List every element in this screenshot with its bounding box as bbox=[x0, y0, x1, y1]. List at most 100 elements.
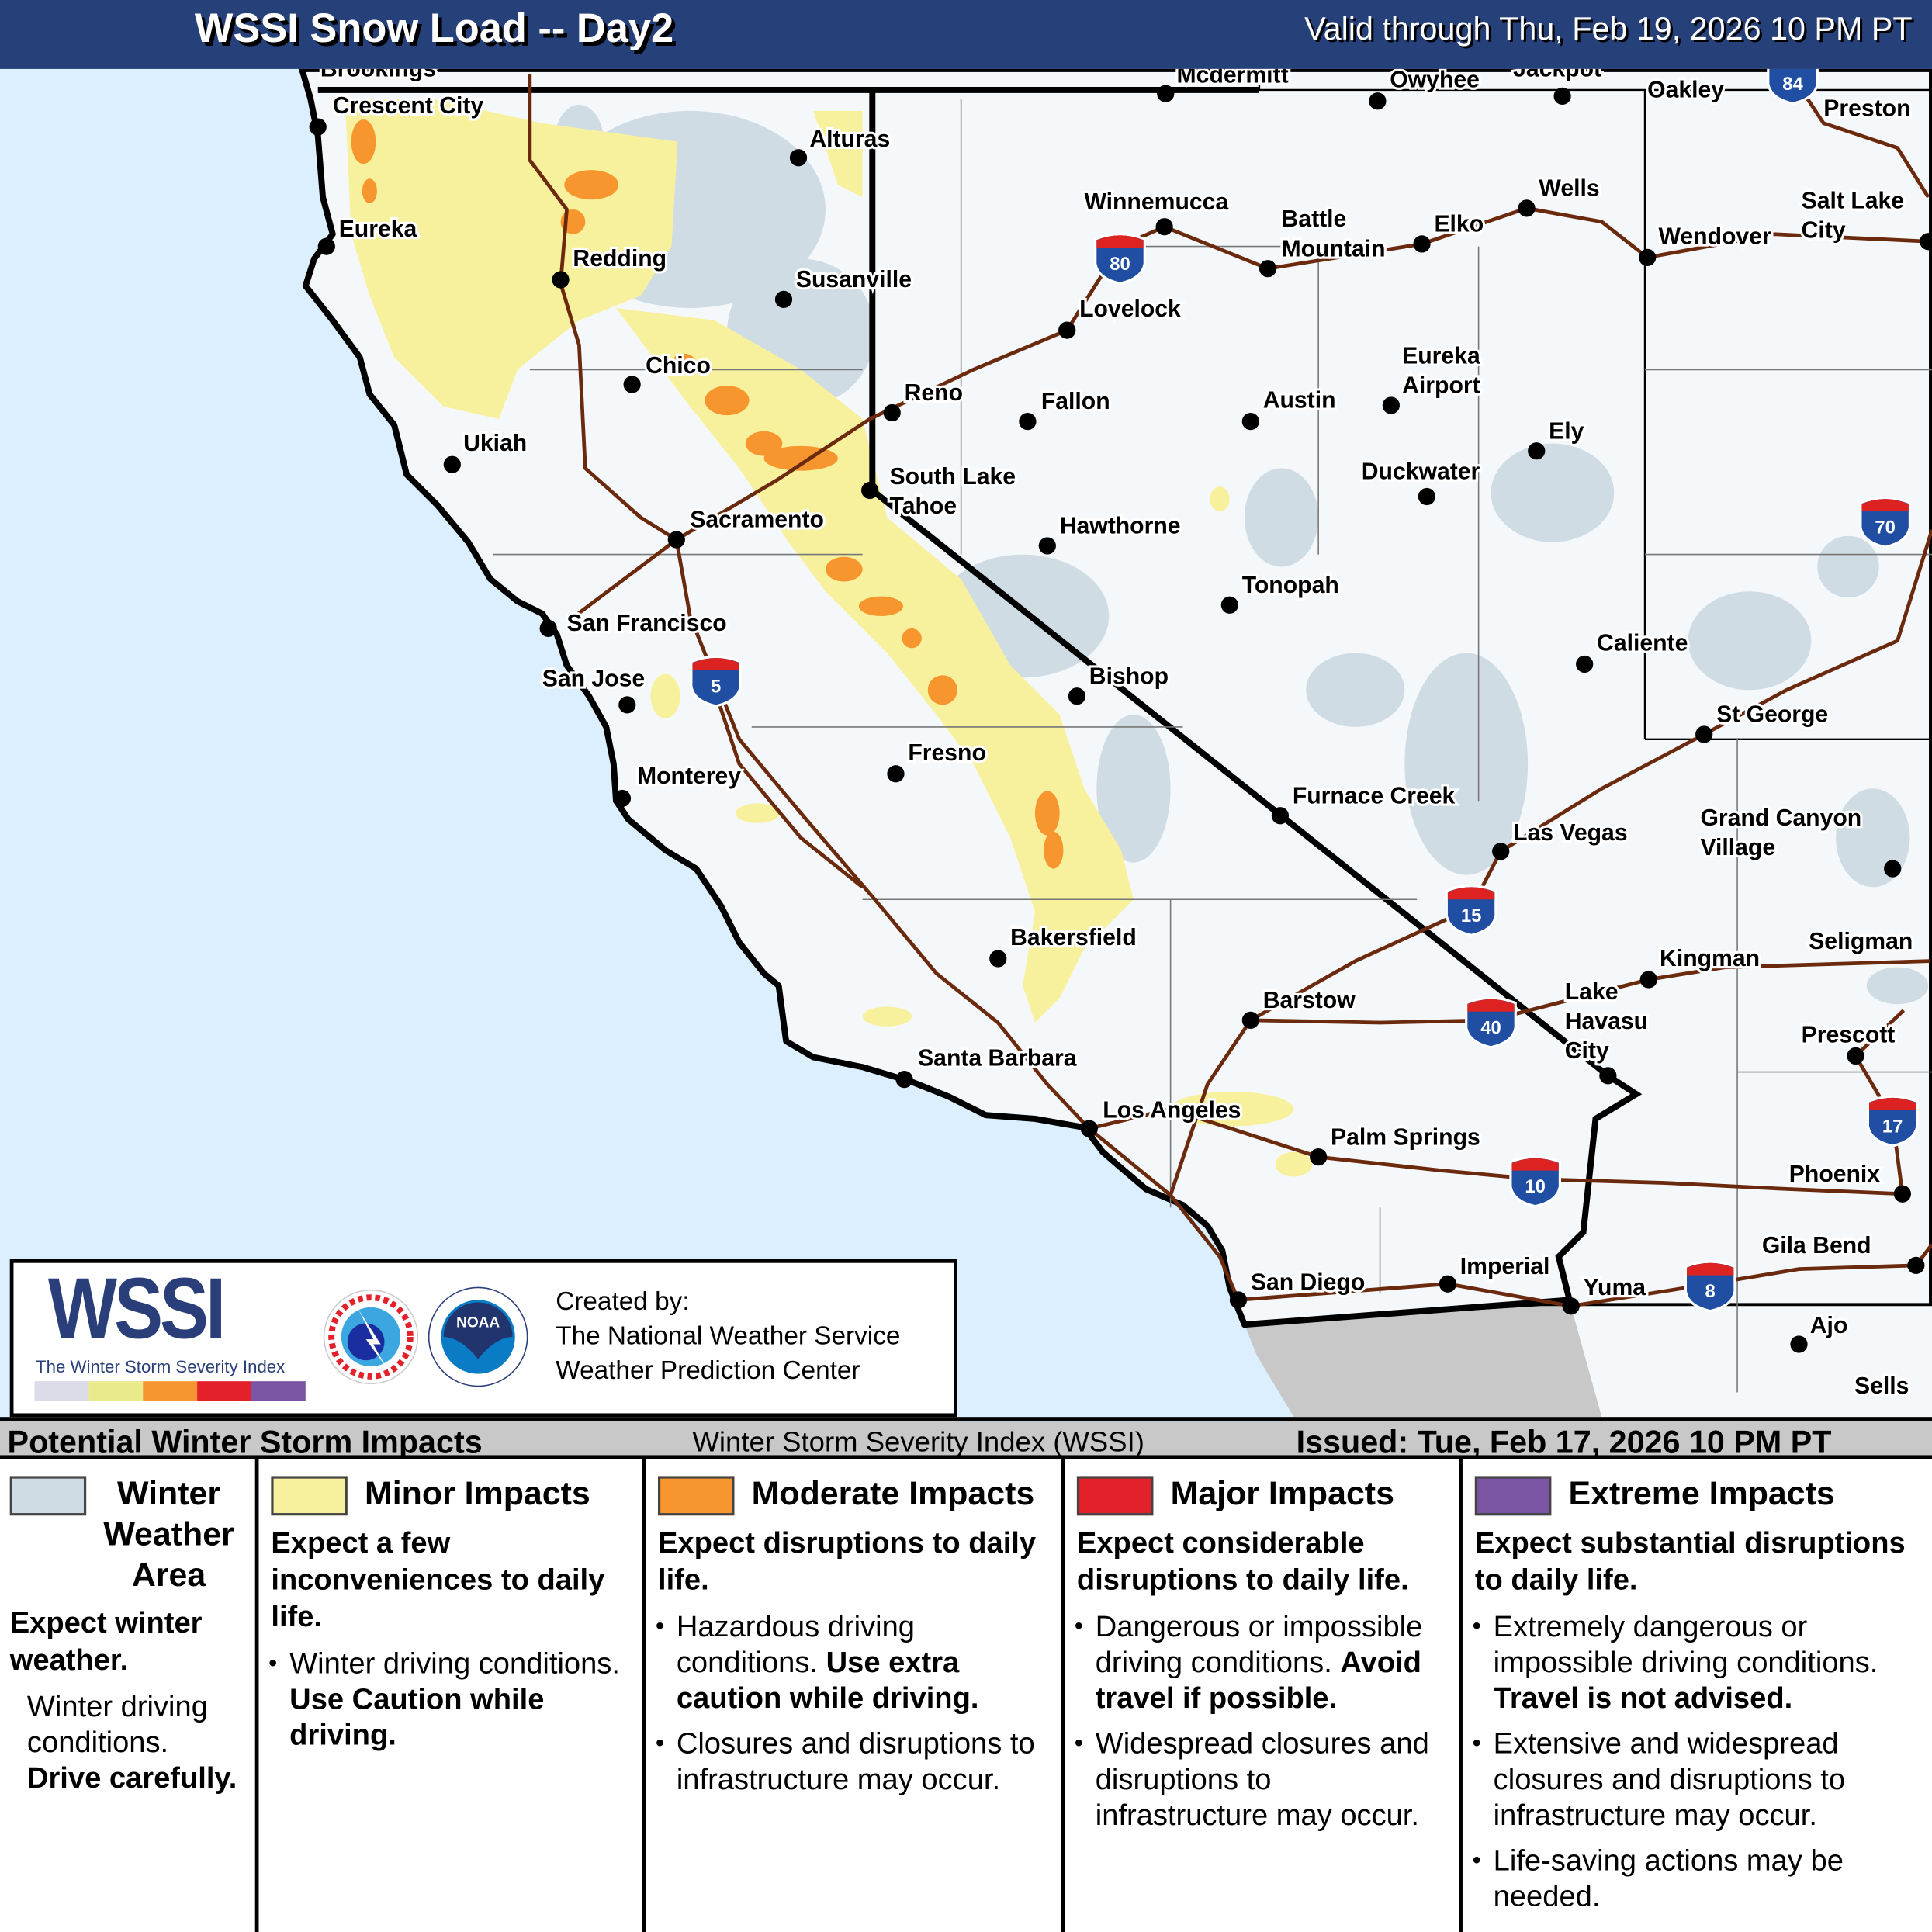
city-dot bbox=[887, 765, 905, 783]
city-dot bbox=[861, 481, 879, 500]
city-label: Ely bbox=[1549, 418, 1584, 444]
city-dot bbox=[883, 403, 901, 422]
city-dot bbox=[1528, 442, 1546, 460]
legend-title: Potential Winter Storm Impacts bbox=[7, 1423, 483, 1460]
city-label: Oakley bbox=[1647, 77, 1724, 102]
created-by-label: Created by: bbox=[556, 1287, 690, 1316]
category-desc: Expect a few inconveniences to daily lif… bbox=[271, 1526, 605, 1634]
city-dot bbox=[1492, 843, 1510, 860]
city-label: Hawthorne bbox=[1060, 514, 1181, 539]
city-label: Lake bbox=[1565, 979, 1619, 1005]
city-dot bbox=[1155, 218, 1173, 236]
city-dot bbox=[1068, 687, 1086, 705]
city-dot bbox=[1058, 321, 1076, 339]
swatch-major bbox=[1076, 1476, 1154, 1516]
city-label: Owyhee bbox=[1390, 69, 1480, 93]
category-head: Major Impacts bbox=[1076, 1473, 1452, 1516]
bullet-text: Winter driving conditions. bbox=[289, 1647, 620, 1681]
city-markers: Brookings Crescent City Eureka Redding Altur… bbox=[309, 69, 1932, 1401]
bullet-bold: Avoid travel if possible. bbox=[1095, 1646, 1421, 1716]
city-label: San Francisco bbox=[566, 611, 726, 636]
org-nws: The National Weather Service bbox=[556, 1321, 901, 1351]
city-label: Crescent City bbox=[333, 93, 484, 119]
city-dot bbox=[1220, 596, 1238, 614]
swatch-moderate bbox=[657, 1476, 735, 1516]
bullet-bold: Travel is not advised. bbox=[1493, 1681, 1793, 1716]
city-label: Lovelock bbox=[1079, 296, 1181, 322]
category-bullet: Closures and disruptions to infrastructu… bbox=[656, 1726, 1054, 1798]
city-label: Eureka bbox=[339, 216, 417, 242]
swatch-extreme bbox=[1474, 1476, 1552, 1516]
city-label: Sacramento bbox=[690, 507, 824, 533]
city-label: Salt Lake bbox=[1802, 188, 1904, 213]
city-dot bbox=[623, 376, 641, 393]
city-dot bbox=[317, 237, 335, 255]
city-label: Ajo bbox=[1810, 1313, 1848, 1338]
city-dot bbox=[309, 118, 327, 136]
city-label: Alturas bbox=[809, 126, 890, 152]
city-dot bbox=[1259, 260, 1277, 278]
interstate-number: 80 bbox=[1110, 254, 1130, 275]
credits-box: WSSI The Winter Storm Severity Index NOA… bbox=[9, 1259, 957, 1418]
city-dot bbox=[989, 950, 1007, 968]
city-label: Village bbox=[1700, 835, 1775, 860]
map-title: WSSI Snow Load -- Day2 bbox=[194, 5, 674, 51]
category-head: Moderate Impacts bbox=[657, 1473, 1054, 1516]
category-bullet: Extensive and widespread closures and di… bbox=[1473, 1726, 1925, 1833]
city-label: City bbox=[1565, 1038, 1609, 1064]
interstate-shield-70: 70 bbox=[1859, 497, 1912, 549]
category-desc: Expect winter weather. bbox=[9, 1606, 203, 1678]
swatch-minor bbox=[271, 1476, 348, 1516]
city-dot bbox=[1907, 1256, 1925, 1275]
arizona-mexico-area bbox=[1570, 1306, 1932, 1418]
city-label: Austin bbox=[1263, 388, 1336, 414]
bullet-bold: Use extra caution while driving. bbox=[676, 1646, 979, 1716]
interstate-number: 5 bbox=[711, 676, 721, 697]
city-label: City bbox=[1802, 217, 1846, 243]
legend-minor: Minor Impacts Expect a few inconvenience… bbox=[254, 1459, 642, 1932]
city-label: Battle bbox=[1282, 206, 1347, 232]
city-dot bbox=[1639, 971, 1657, 989]
bullet-text: Winter driving conditions. bbox=[26, 1690, 208, 1760]
city-dot bbox=[613, 789, 632, 808]
city-label: Winnemucca bbox=[1084, 189, 1228, 215]
category-bullet: Winter driving conditions. Drive careful… bbox=[27, 1689, 248, 1796]
interstate-shield-40: 40 bbox=[1465, 996, 1517, 1049]
category-name: Moderate Impacts bbox=[751, 1474, 1035, 1512]
interstate-shield-84: 84 bbox=[1767, 68, 1819, 106]
city-dot bbox=[1639, 248, 1657, 267]
moderate-impact-areas bbox=[351, 119, 1064, 869]
city-label: Furnace Creek bbox=[1293, 783, 1456, 808]
city-label: Ukiah bbox=[463, 431, 527, 456]
header-bar: WSSI Snow Load -- Day2 Valid through Thu… bbox=[0, 0, 1932, 69]
created-by: Created by: The National Weather Service… bbox=[556, 1285, 900, 1388]
city-dot bbox=[1695, 725, 1713, 743]
category-bullet: Hazardous driving conditions. Use extra … bbox=[656, 1609, 1054, 1716]
city-label: Wendover bbox=[1658, 223, 1771, 249]
city-label: Chico bbox=[646, 353, 711, 379]
legend-major: Major Impacts Expect considerable disrup… bbox=[1061, 1459, 1459, 1932]
city-dot bbox=[1382, 396, 1400, 414]
interstate-number: 17 bbox=[1882, 1116, 1903, 1137]
city-dot bbox=[1369, 92, 1387, 110]
city-label: Duckwater bbox=[1362, 459, 1480, 485]
city-label: Elko bbox=[1434, 212, 1484, 237]
city-dot bbox=[539, 619, 557, 638]
city-label: Palm Springs bbox=[1331, 1124, 1480, 1150]
city-label: Fallon bbox=[1041, 389, 1110, 414]
city-dot bbox=[895, 1070, 913, 1089]
city-label: San Jose bbox=[542, 667, 645, 692]
city-label: Redding bbox=[573, 246, 667, 272]
city-dot bbox=[1576, 655, 1594, 673]
city-label: Grand Canyon bbox=[1700, 805, 1861, 831]
city-label: Sells bbox=[1854, 1373, 1909, 1399]
city-dot bbox=[667, 531, 685, 549]
city-label: Havasu bbox=[1565, 1009, 1648, 1034]
city-label: Tonopah bbox=[1242, 573, 1339, 598]
interstate-shield-5: 5 bbox=[690, 655, 742, 708]
city-dot bbox=[1241, 1011, 1259, 1029]
nws-logo bbox=[323, 1289, 419, 1385]
city-dot bbox=[1847, 1047, 1864, 1065]
city-dot bbox=[1562, 1297, 1580, 1315]
